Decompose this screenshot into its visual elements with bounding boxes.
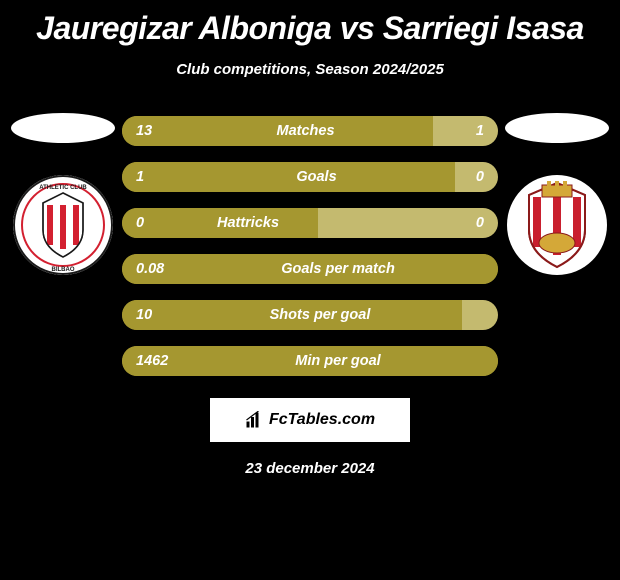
stat-row: 1462Min per goal <box>122 346 498 376</box>
stat-left-value: 1462 <box>122 346 178 376</box>
stat-label: Goals per match <box>178 254 498 284</box>
stat-label: Matches <box>178 116 433 146</box>
right-team-column <box>502 116 612 275</box>
stat-label: Shots per goal <box>178 300 462 330</box>
right-shadow-ellipse <box>505 113 609 143</box>
logrones-icon <box>507 175 607 275</box>
stat-row: 1Goals0 <box>122 162 498 192</box>
left-shadow-ellipse <box>11 113 115 143</box>
stat-left-value: 10 <box>122 300 178 330</box>
stat-row: 13Matches1 <box>122 116 498 146</box>
stats-column: 13Matches11Goals00Hattricks00.08Goals pe… <box>122 116 498 376</box>
athletic-bilbao-icon: ATHLETIC CLUB BILBAO <box>13 175 113 275</box>
stat-label: Goals <box>178 162 455 192</box>
stat-right-value: 0 <box>455 162 498 192</box>
bars-icon <box>245 411 263 429</box>
stat-left-value: 13 <box>122 116 178 146</box>
stat-left-value: 1 <box>122 162 178 192</box>
svg-text:BILBAO: BILBAO <box>52 267 75 273</box>
season-subtitle: Club competitions, Season 2024/2025 <box>0 61 620 78</box>
footer-date: 23 december 2024 <box>0 460 620 477</box>
stat-row: 0Hattricks0 <box>122 208 498 238</box>
right-team-badge <box>507 175 607 275</box>
footer-brand-text: FcTables.com <box>269 411 375 429</box>
stat-row: 10Shots per goal <box>122 300 498 330</box>
left-team-badge: ATHLETIC CLUB BILBAO <box>13 175 113 275</box>
stat-right-value: 0 <box>318 208 498 238</box>
stat-left-section: 0.08Goals per match <box>122 254 498 284</box>
footer-brand[interactable]: FcTables.com <box>210 398 410 442</box>
stat-left-value: 0 <box>122 208 178 238</box>
stat-left-value: 0.08 <box>122 254 178 284</box>
stat-left-section: 1462Min per goal <box>122 346 498 376</box>
stat-row: 0.08Goals per match <box>122 254 498 284</box>
stat-right-value <box>462 300 498 330</box>
stat-left-section: 0Hattricks <box>122 208 318 238</box>
stat-left-section: 1Goals <box>122 162 455 192</box>
left-team-column: ATHLETIC CLUB BILBAO <box>8 116 118 275</box>
comparison-title: Jauregizar Alboniga vs Sarriegi Isasa <box>0 0 620 47</box>
svg-text:ATHLETIC CLUB: ATHLETIC CLUB <box>39 185 87 191</box>
stat-label: Hattricks <box>178 208 318 238</box>
stat-label: Min per goal <box>178 346 498 376</box>
stat-left-section: 13Matches <box>122 116 433 146</box>
stat-left-section: 10Shots per goal <box>122 300 462 330</box>
stat-right-value: 1 <box>433 116 498 146</box>
comparison-content: ATHLETIC CLUB BILBAO 13Matches11Goals00H… <box>0 116 620 376</box>
